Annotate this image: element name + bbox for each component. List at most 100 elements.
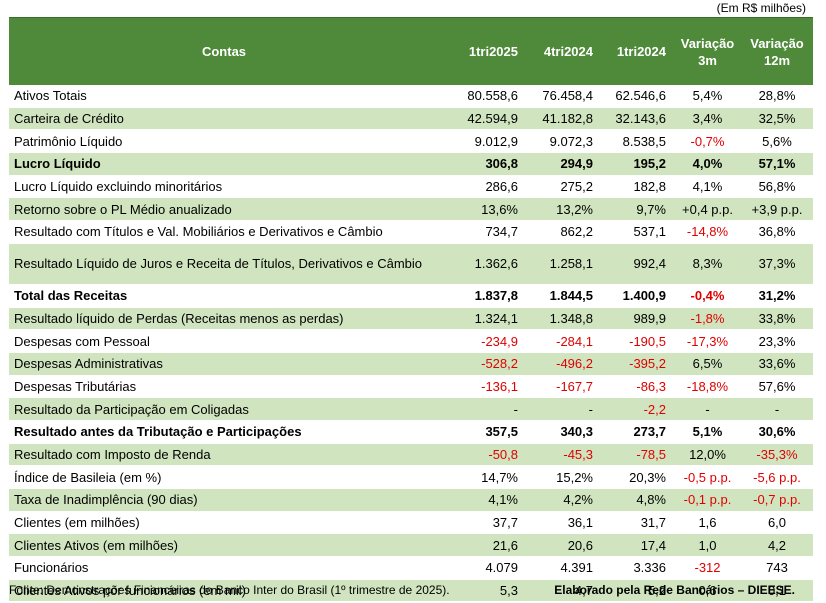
cell-variacao-12m: +3,9 p.p. [741,197,813,222]
cell-conta: Clientes Ativos (em milhões) [9,533,439,558]
cell-4tri2024: 76.458,4 [526,85,601,108]
cell-variacao-12m: 31,2% [741,284,813,308]
cell-variacao-3m: 3,4% [674,107,741,131]
table-row: Despesas Administrativas -528,2 -496,2 -395… [9,352,813,376]
header-variacao-3m-line2: 3m [698,52,717,68]
table-row: Resultado com Imposto de Renda -50,8 -45,3… [9,443,813,467]
table-row: Total das Receitas 1.837,8 1.844,5 1.400,9-… [9,284,813,308]
cell-variacao-3m: 1,6 [674,511,741,535]
cell-variacao-3m: -0,7% [674,129,741,154]
table-row: Resultado da Participação em Coligadas - -… [9,397,813,421]
cell-variacao-12m: 743 [741,556,813,580]
cell-4tri2024: -45,3 [526,443,601,467]
cell-variacao-12m: 37,3% [741,243,813,285]
cell-4tri2024: 340,3 [526,420,601,444]
cell-1tri2025: 42.594,9 [439,107,526,131]
cell-conta: Despesas com Pessoal [9,329,439,353]
cell-1tri2025: 21,6 [439,533,526,558]
cell-variacao-3m: 6,5% [674,352,741,376]
table-body: Ativos Totais 80.558,6 76.458,4 62.546,6 5,4… [9,85,813,603]
cell-1tri2024: 8.538,5 [601,129,674,154]
table-row: Resultado líquido de Perdas (Receitas me… [9,307,813,331]
financial-table: Contas 1tri2025 4tri2024 1tri2024 Variaç… [9,17,813,603]
cell-variacao-3m: -1,8% [674,307,741,331]
cell-variacao-12m: 23,3% [741,329,813,353]
cell-variacao-12m: 6,0 [741,511,813,535]
table-row: Resultado Líquido de Juros e Receita de … [9,243,813,285]
cell-1tri2024: -395,2 [601,352,674,376]
cell-4tri2024: 275,2 [526,175,601,199]
cell-variacao-3m: -0,1 p.p. [674,488,741,512]
cell-variacao-12m: 28,8% [741,85,813,108]
cell-1tri2025: 80.558,6 [439,85,526,108]
cell-variacao-12m: 33,6% [741,352,813,376]
cell-conta: Resultado antes da Tributação e Particip… [9,420,439,444]
table-row: Lucro Líquido 306,8 294,9 195,2 4,0% 57,1% [9,152,813,176]
cell-1tri2025: 13,6% [439,197,526,222]
cell-conta: Despesas Administrativas [9,352,439,376]
cell-variacao-3m: -0,5 p.p. [674,465,741,489]
cell-1tri2025: 1.362,6 [439,243,526,285]
cell-4tri2024: 36,1 [526,511,601,535]
cell-1tri2024: 62.546,6 [601,85,674,108]
header-1tri2025: 1tri2025 [439,17,526,85]
cell-1tri2025: 37,7 [439,511,526,535]
cell-variacao-3m: 5,1% [674,420,741,444]
header-variacao-12m-line1: Variação [750,35,804,51]
cell-conta: Lucro Líquido [9,152,439,176]
cell-1tri2025: 1.837,8 [439,284,526,308]
cell-1tri2024: 195,2 [601,152,674,176]
cell-4tri2024: 1.844,5 [526,284,601,308]
header-1tri2024: 1tri2024 [601,17,674,85]
cell-conta: Funcionários [9,556,439,580]
cell-1tri2024: 4,8% [601,488,674,512]
cell-4tri2024: 862,2 [526,220,601,244]
cell-variacao-3m: -0,4% [674,284,741,308]
cell-conta: Resultado com Imposto de Renda [9,443,439,467]
cell-1tri2025: 734,7 [439,220,526,244]
header-contas: Contas [9,17,439,85]
header-variacao-3m: Variação 3m [674,17,741,85]
header-variacao-3m-line1: Variação [680,35,735,51]
cell-variacao-12m: 57,1% [741,152,813,176]
cell-1tri2025: 286,6 [439,175,526,199]
cell-1tri2024: -86,3 [601,375,674,399]
cell-conta: Resultado Líquido de Juros e Receita de … [9,243,439,285]
cell-conta: Índice de Basileia (em %) [9,465,439,489]
cell-1tri2024: 1.400,9 [601,284,674,308]
cell-4tri2024: 20,6 [526,533,601,558]
cell-4tri2024: 294,9 [526,152,601,176]
cell-4tri2024: 4,7 [526,579,601,603]
cell-4tri2024: -167,7 [526,375,601,399]
table-row: Ativos Totais 80.558,6 76.458,4 62.546,6 5,4… [9,85,813,108]
header-4tri2024: 4tri2024 [526,17,601,85]
source-note: Fonte: Demonstrações Financeiras do Banc… [9,583,450,597]
header-variacao-12m: Variação 12m [741,17,813,85]
credit-note: Elaborado pela Rede Bancários – DIEESE. [554,583,795,597]
cell-1tri2024: 537,1 [601,220,674,244]
cell-1tri2024: 9,7% [601,197,674,222]
cell-4tri2024: -496,2 [526,352,601,376]
cell-1tri2024: 20,3% [601,465,674,489]
table-row: Funcionários 4.079 4.391 3.336 -312 743 [9,556,813,580]
table-row: Resultado com Títulos e Val. Mobiliários… [9,220,813,244]
cell-conta: Lucro Líquido excluindo minoritários [9,175,439,199]
cell-1tri2025: 14,7% [439,465,526,489]
cell-1tri2024: 17,4 [601,533,674,558]
cell-4tri2024: -284,1 [526,329,601,353]
table-row: Índice de Basileia (em %) 14,7% 15,2% 20,3%… [9,465,813,489]
cell-variacao-3m: 0,6 [674,579,741,603]
table-row: Clientes Ativos por funcionários (em mil… [9,579,813,603]
cell-1tri2025: -50,8 [439,443,526,467]
cell-4tri2024: - [526,397,601,421]
cell-variacao-12m: 4,2 [741,533,813,558]
cell-variacao-3m: +0,4 p.p. [674,197,741,222]
cell-variacao-12m: 0,1 [741,579,813,603]
cell-4tri2024: 1.348,8 [526,307,601,331]
cell-variacao-3m: -17,3% [674,329,741,353]
cell-1tri2025: 1.324,1 [439,307,526,331]
cell-4tri2024: 13,2% [526,197,601,222]
cell-1tri2024: -78,5 [601,443,674,467]
table-header: Contas 1tri2025 4tri2024 1tri2024 Variaç… [9,17,813,85]
cell-conta: Resultado líquido de Perdas (Receitas me… [9,307,439,331]
